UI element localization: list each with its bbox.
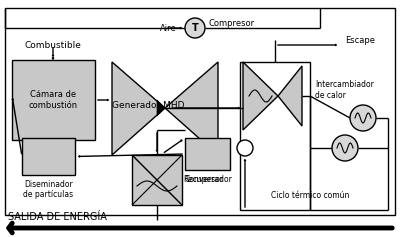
Circle shape [349, 105, 375, 131]
Text: Recuperador: Recuperador [182, 175, 231, 184]
Polygon shape [242, 62, 277, 130]
Bar [5, 8, 394, 215]
Text: Ciclo térmico común: Ciclo térmico común [270, 191, 348, 200]
Polygon shape [164, 62, 217, 155]
Circle shape [331, 135, 357, 161]
Text: T: T [191, 23, 198, 33]
Circle shape [237, 140, 252, 156]
Bar [12, 60, 95, 140]
Text: SALIDA DE ENERGÍA: SALIDA DE ENERGÍA [8, 212, 107, 222]
Text: Aire: Aire [160, 23, 176, 32]
Polygon shape [157, 100, 164, 116]
Polygon shape [277, 66, 301, 126]
Text: Diseminador
de partículas: Diseminador de partículas [23, 180, 73, 199]
Text: Escape: Escape [344, 36, 374, 45]
Text: Conversor: Conversor [184, 176, 223, 184]
Bar [132, 155, 182, 205]
Text: Combustible: Combustible [24, 41, 81, 50]
Text: Cámara de
combustión: Cámara de combustión [29, 90, 78, 110]
Bar [239, 62, 309, 210]
Text: Compresor: Compresor [209, 18, 255, 27]
Bar [22, 138, 75, 175]
Text: Generador MHD: Generador MHD [111, 100, 184, 109]
Circle shape [184, 18, 205, 38]
Bar [184, 138, 229, 170]
Polygon shape [112, 62, 164, 155]
Text: Intercambiador
de calor: Intercambiador de calor [314, 80, 373, 100]
